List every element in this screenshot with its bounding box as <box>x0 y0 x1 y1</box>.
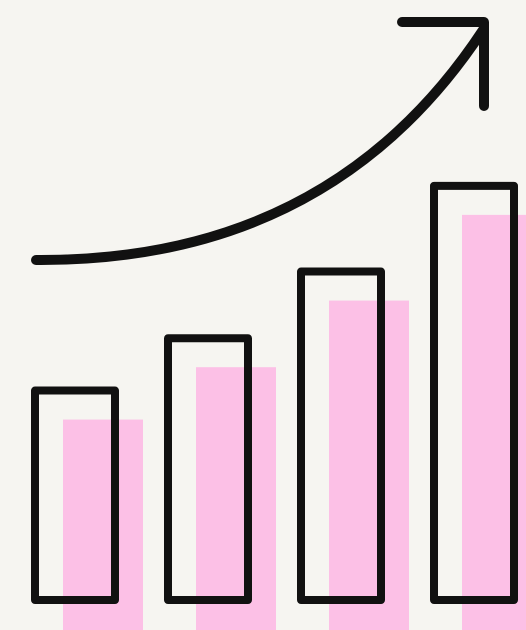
bar-outline-1 <box>31 386 119 604</box>
bar-outline-2 <box>164 334 252 604</box>
bar-fill-1 <box>63 419 143 630</box>
arrowhead-icon <box>397 17 489 111</box>
bar-fill-3 <box>329 300 409 630</box>
bar-outline-3 <box>297 267 385 604</box>
trend-curve <box>31 25 488 266</box>
bar-outline-4 <box>430 181 518 604</box>
bar-fill-2 <box>196 367 276 630</box>
